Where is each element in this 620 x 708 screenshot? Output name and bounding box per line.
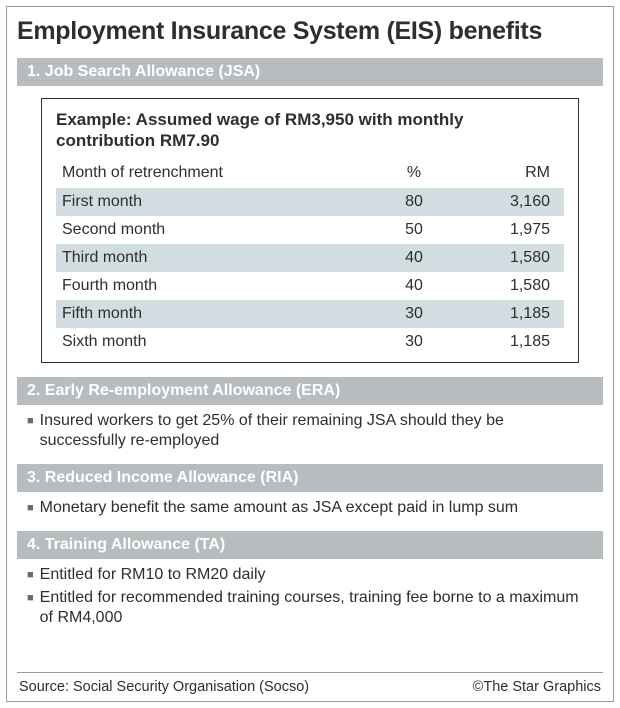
cell-pct: 40 [374,244,454,272]
square-bullet-icon: ■ [27,570,34,581]
bullet-text: Insured workers to get 25% of their rema… [40,411,593,453]
section-header-era: 2. Early Re-employment Allowance (ERA) [17,377,603,405]
bullet-item: ■ Entitled for recommended training cour… [27,588,593,630]
cell-rm: 1,185 [454,300,564,328]
cell-rm: 1,580 [454,272,564,300]
cell-month: Third month [56,244,374,272]
bullet-item: ■ Monetary benefit the same amount as JS… [27,498,593,519]
era-description: ■ Insured workers to get 25% of their re… [17,405,603,465]
square-bullet-icon: ■ [27,593,34,604]
cell-pct: 30 [374,300,454,328]
cell-month: Fifth month [56,300,374,328]
cell-month: Fourth month [56,272,374,300]
cell-rm: 3,160 [454,188,564,216]
main-title: Employment Insurance System (EIS) benefi… [17,17,603,46]
col-month: Month of retrenchment [56,160,374,188]
footer-source: Source: Social Security Organisation (So… [19,679,309,695]
table-row: Sixth month 30 1,185 [56,328,564,356]
section-header-ta: 4. Training Allowance (TA) [17,531,603,559]
table-row: Fourth month 40 1,580 [56,272,564,300]
bullet-text: Monetary benefit the same amount as JSA … [40,498,518,519]
bullet-item: ■ Insured workers to get 25% of their re… [27,411,593,453]
bullet-item: ■ Entitled for RM10 to RM20 daily [27,565,593,586]
col-percent: % [374,160,454,188]
table-row: First month 80 3,160 [56,188,564,216]
cell-month: First month [56,188,374,216]
footer-credit: ©The Star Graphics [473,679,601,695]
footer: Source: Social Security Organisation (So… [17,672,603,701]
table-row: Second month 50 1,975 [56,216,564,244]
cell-rm: 1,975 [454,216,564,244]
section-header-jsa: 1. Job Search Allowance (JSA) [17,58,603,86]
cell-rm: 1,580 [454,244,564,272]
jsa-example-title: Example: Assumed wage of RM3,950 with mo… [56,109,564,152]
infographic-container: Employment Insurance System (EIS) benefi… [6,6,614,702]
table-header-row: Month of retrenchment % RM [56,160,564,188]
ta-description: ■ Entitled for RM10 to RM20 daily ■ Enti… [17,559,603,641]
cell-pct: 30 [374,328,454,356]
jsa-table: Month of retrenchment % RM First month 8… [56,160,564,356]
table-row: Third month 40 1,580 [56,244,564,272]
cell-pct: 40 [374,272,454,300]
section-header-ria: 3. Reduced Income Allowance (RIA) [17,464,603,492]
col-rm: RM [454,160,564,188]
square-bullet-icon: ■ [27,503,34,514]
square-bullet-icon: ■ [27,416,34,427]
table-row: Fifth month 30 1,185 [56,300,564,328]
cell-pct: 50 [374,216,454,244]
cell-month: Second month [56,216,374,244]
ria-description: ■ Monetary benefit the same amount as JS… [17,492,603,531]
cell-month: Sixth month [56,328,374,356]
cell-rm: 1,185 [454,328,564,356]
bullet-text: Entitled for recommended training course… [40,588,593,630]
jsa-example-box: Example: Assumed wage of RM3,950 with mo… [41,98,579,363]
bullet-text: Entitled for RM10 to RM20 daily [40,565,266,586]
cell-pct: 80 [374,188,454,216]
